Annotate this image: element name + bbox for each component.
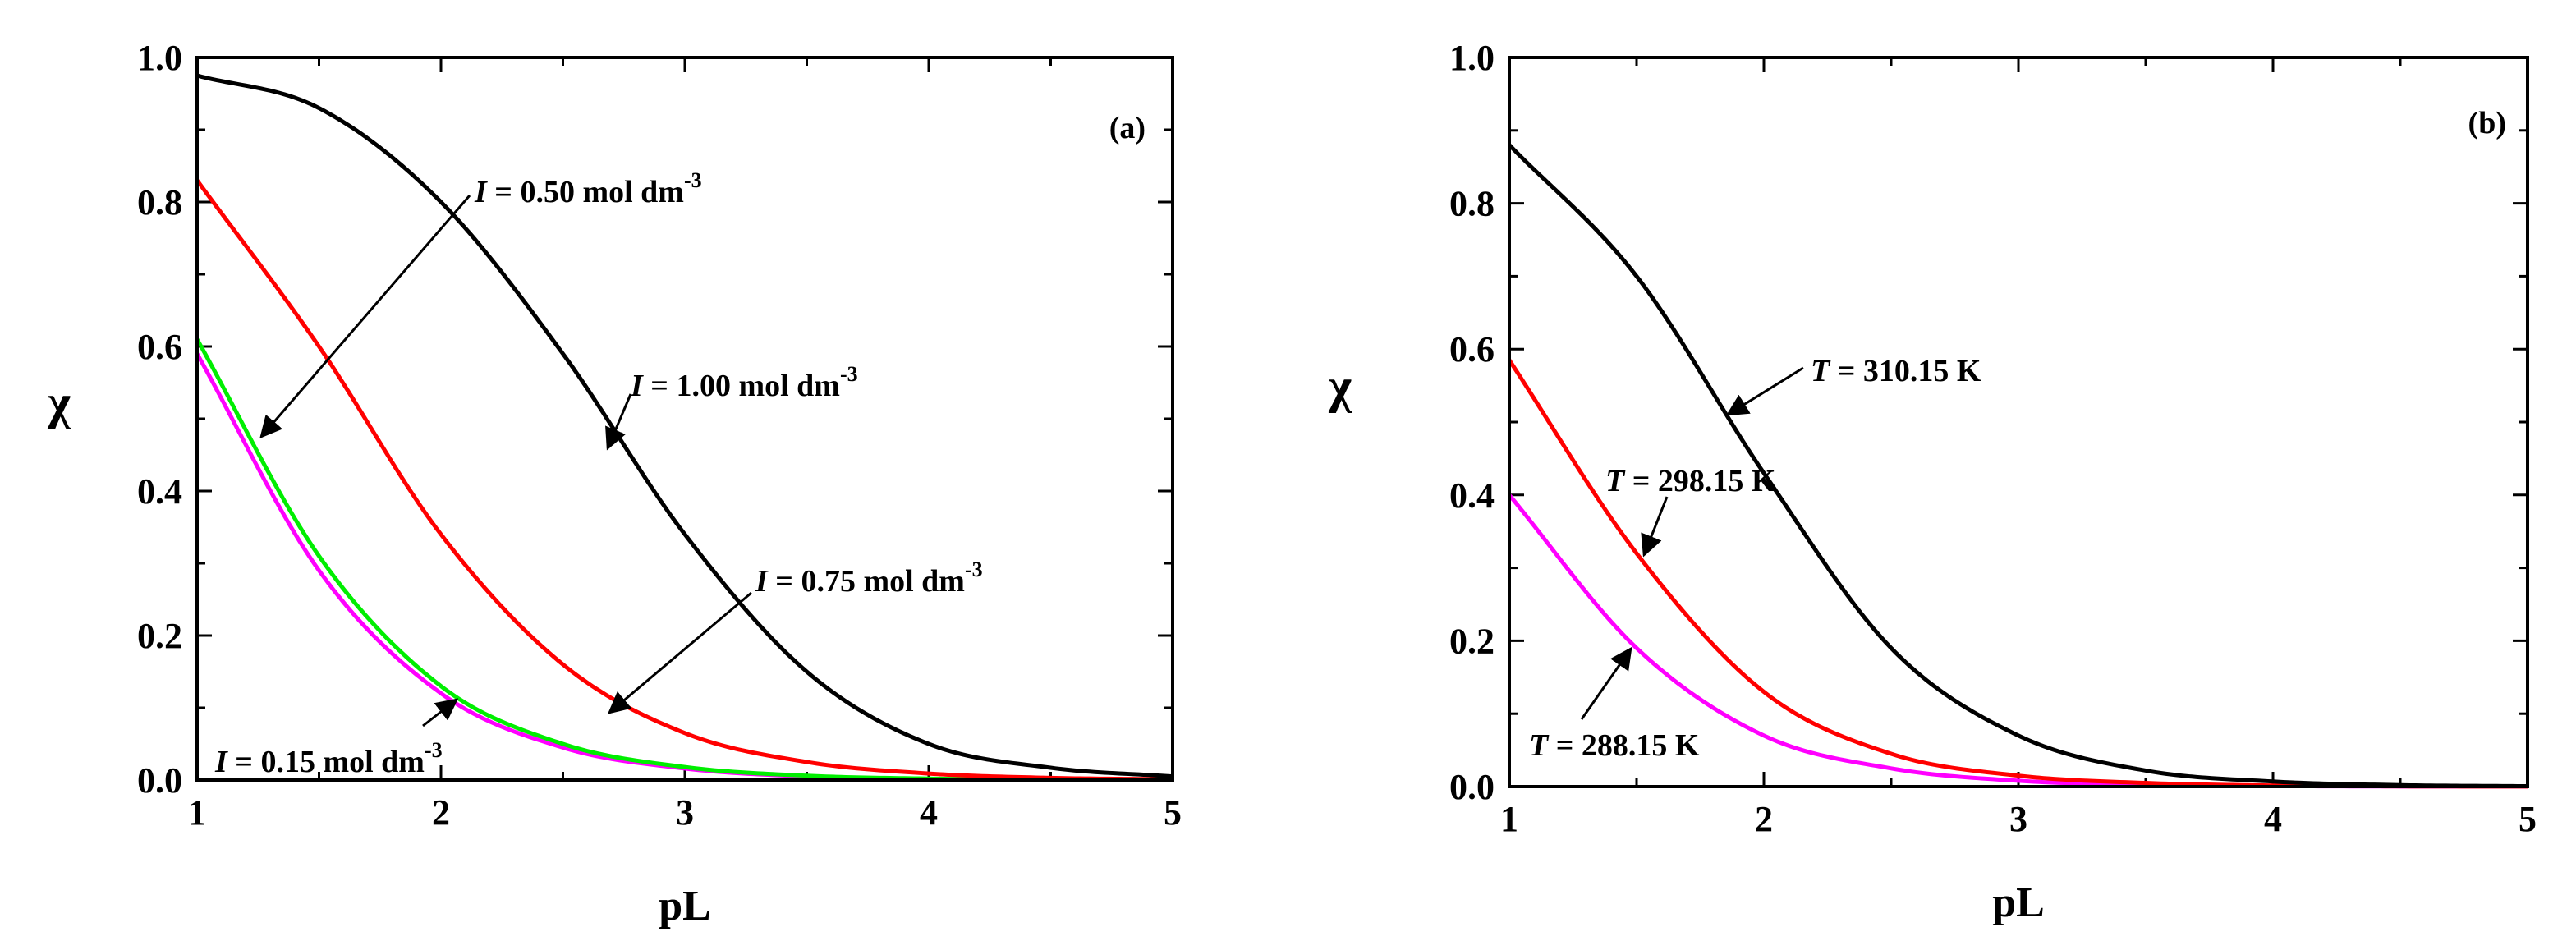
chart-panel-b: 1 2 3 4 5 0.0 0.2 0.4 0.6 0.8 1.0 pL χ (b) T = 310… xyxy=(1328,38,2537,926)
y-tick-label: 0.4 xyxy=(1449,475,1495,516)
y-tick-label: 0.0 xyxy=(137,760,182,801)
panel-label-a: (a) xyxy=(1109,111,1146,145)
series-line-b-t-298-15-k xyxy=(1507,359,2528,789)
annotation-i-050: I = 0.50 mol dm-3 xyxy=(474,168,702,209)
series-line-b-t-310-15-k xyxy=(1508,143,2528,789)
x-tick-label: 2 xyxy=(1755,799,1773,839)
annotation-t-28815: T = 288.15 K xyxy=(1529,728,1700,763)
annotation-i-015: I = 0.15 mol dm-3 xyxy=(214,738,443,779)
x-tick-label: 3 xyxy=(676,792,694,833)
arrow-t-31015 xyxy=(1725,366,1804,416)
y-axis-label-a: χ xyxy=(47,375,71,429)
y-tick-label: 0.6 xyxy=(1449,329,1495,369)
annotation-i-100: I = 1.00 mol dm-3 xyxy=(630,362,858,403)
y-tick-label: 0.8 xyxy=(1449,184,1495,224)
annotation-i-075: I = 0.75 mol dm-3 xyxy=(755,558,983,599)
x-tick-label: 1 xyxy=(188,792,206,833)
y-tick-label: 0.2 xyxy=(137,616,182,656)
plot-frame-b xyxy=(1508,56,2529,788)
y-tick-label: 0.6 xyxy=(137,327,182,367)
chart-panel-a: 1 2 3 4 5 0.0 0.2 0.4 0.6 0.8 1.0 pL χ (a) I = 0.5… xyxy=(47,38,1182,929)
x-tick-label: 5 xyxy=(2519,799,2537,839)
panel-label-b: (b) xyxy=(2468,106,2506,140)
y-tick-label: 1.0 xyxy=(1449,38,1495,78)
x-tick-label: 3 xyxy=(2009,799,2027,839)
x-axis-label-b: pL xyxy=(1992,879,2045,926)
x-tick-label: 4 xyxy=(2264,799,2282,839)
arrow-t-29815 xyxy=(1641,496,1669,558)
series-line-a-i-0-50-mol-dm-3 xyxy=(195,337,1173,782)
arrow-i-050 xyxy=(259,195,471,439)
series-line-a-i-1-00-mol-dm-3 xyxy=(196,73,1173,779)
y-tick-label: 1.0 xyxy=(137,38,182,78)
y-tick-label: 0.0 xyxy=(1449,767,1495,807)
x-tick-label: 4 xyxy=(920,792,938,833)
x-axis-label-a: pL xyxy=(659,883,711,929)
arrow-i-100 xyxy=(605,393,632,451)
x-tick-label: 1 xyxy=(1500,799,1518,839)
series-line-a-i-0-75-mol-dm-3 xyxy=(195,179,1173,782)
x-tick-label: 5 xyxy=(1164,792,1182,833)
y-tick-label: 0.8 xyxy=(137,182,182,223)
y-axis-label-b: χ xyxy=(1328,359,1352,413)
plot-frame-a xyxy=(195,56,1174,782)
annotation-t-29815: T = 298.15 K xyxy=(1605,464,1776,498)
arrow-i-075 xyxy=(607,591,752,714)
annotation-t-31015: T = 310.15 K xyxy=(1811,354,1981,388)
x-tick-label: 2 xyxy=(432,792,450,833)
y-tick-label: 0.2 xyxy=(1449,621,1495,661)
y-tick-label: 0.4 xyxy=(137,471,182,512)
arrow-i-015 xyxy=(422,698,459,727)
arrow-t-28815 xyxy=(1580,646,1632,720)
series-line-a-i-0-15-mol-dm-3 xyxy=(195,352,1173,782)
